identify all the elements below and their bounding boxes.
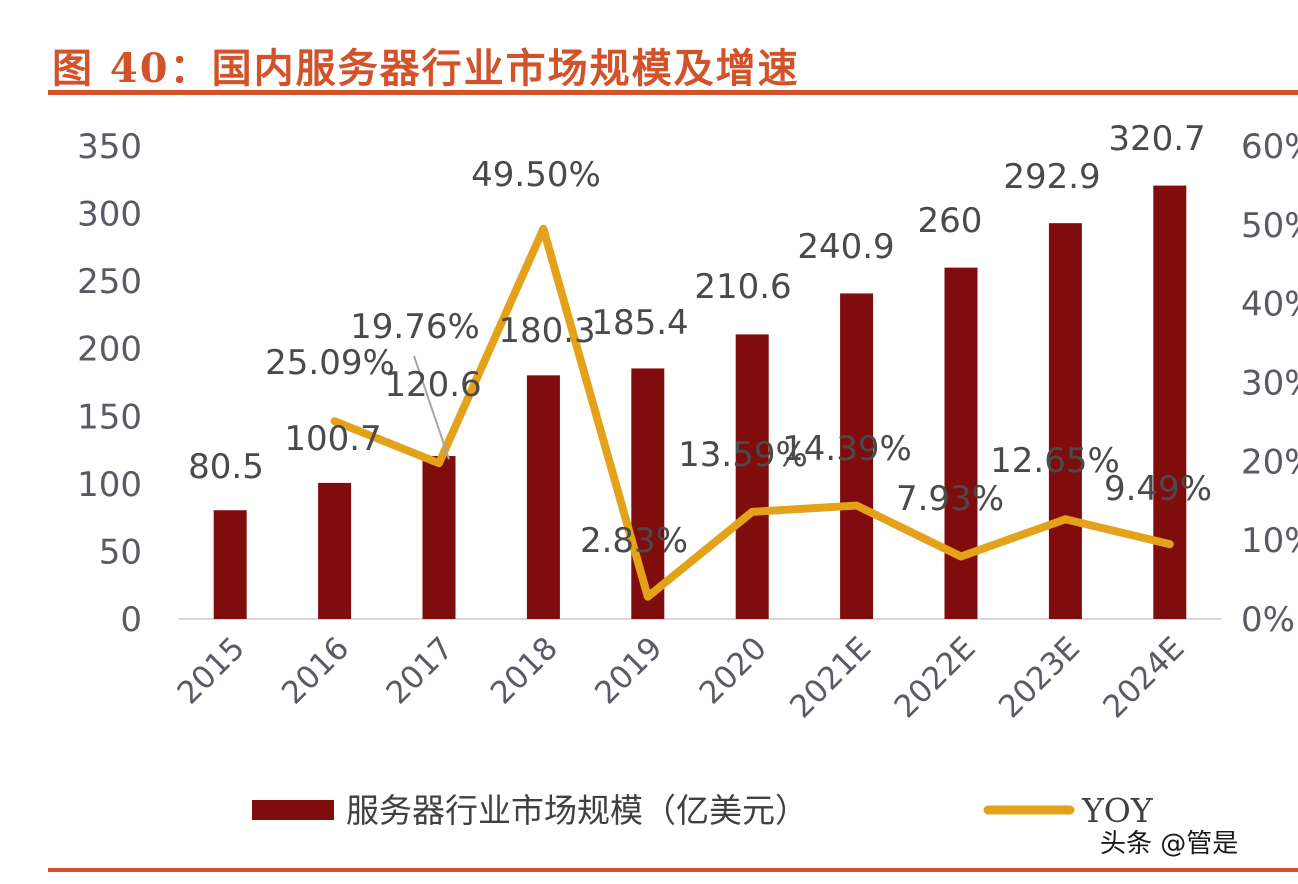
left-tick-label: 150 [77, 397, 142, 437]
bar-data-label: 292.9 [1003, 157, 1100, 197]
yoy-line [330, 224, 1174, 601]
bar-data-label: 100.7 [284, 419, 381, 459]
x-tick-label: 2018 [484, 630, 565, 711]
right-tick-label: 60% [1241, 127, 1298, 167]
bar-data-label: 210.6 [694, 267, 791, 307]
yoy-data-label: 7.93% [896, 479, 1004, 519]
right-tick-label: 40% [1241, 285, 1298, 325]
figure-title: 图 40：国内服务器行业市场规模及增速 [52, 45, 800, 92]
bar-data-label: 260 [918, 201, 983, 241]
bar-data-label: 120.6 [384, 365, 481, 405]
bar [1153, 185, 1187, 619]
bar [944, 267, 978, 619]
left-tick-label: 0 [120, 600, 142, 640]
yoy-data-label: 9.49% [1104, 469, 1212, 509]
bar [735, 334, 769, 619]
legend-label-bar: 服务器行业市场规模（亿美元） [346, 791, 808, 830]
legend-label-yoy: YOY [1081, 791, 1154, 830]
left-tick-label: 50 [99, 532, 142, 572]
x-tick-label: 2024E [1096, 630, 1191, 725]
right-tick-label: 50% [1241, 206, 1298, 246]
yoy-data-label: 13.59% [678, 435, 808, 475]
x-tick-label: 2023E [992, 630, 1087, 725]
yoy-data-labels: 25.09%19.76% 49.50% 2.83% 13.59%14.39% 7.93%… [265, 155, 1212, 561]
yoy-data-label: 2.83% [580, 521, 688, 561]
right-tick-label: 20% [1241, 442, 1298, 482]
bar [526, 375, 560, 619]
yoy-data-label: 25.09% [265, 343, 395, 383]
bar [840, 293, 874, 619]
left-tick-label: 350 [77, 127, 142, 167]
x-tick-label: 2021E [783, 630, 878, 725]
x-tick-label: 2015 [171, 630, 252, 711]
bar [422, 456, 456, 619]
title-underline [48, 90, 1298, 95]
x-tick-label: 2020 [693, 630, 774, 711]
bar-data-label: 240.9 [797, 227, 894, 267]
yoy-data-label: 14.39% [782, 429, 912, 469]
x-tick-label: 2017 [379, 630, 460, 711]
yoy-data-label: 19.76% [350, 307, 480, 347]
bar [213, 510, 247, 619]
bottom-rule [48, 868, 1298, 872]
yoy-label-leader [413, 355, 450, 460]
left-tick-label: 300 [77, 195, 142, 235]
right-axis-ticks: 0% 10% 20% 30% 40% 50% 60% [1241, 127, 1298, 640]
yoy-data-label: 12.65% [990, 441, 1120, 481]
figure-title-bar: 图 40：国内服务器行业市场规模及增速 [48, 30, 1298, 95]
left-tick-label: 250 [77, 262, 142, 302]
x-tick-label: 2016 [275, 630, 356, 711]
bar-data-label: 180.3 [498, 311, 595, 351]
bar [1048, 223, 1082, 619]
bar-data-label: 185.4 [591, 303, 688, 343]
bar-data-label: 80.5 [188, 447, 264, 487]
watermark: 头条 @管是 [1100, 829, 1238, 859]
yoy-data-label: 49.50% [471, 155, 601, 195]
left-axis-ticks: 0 50 100 150 200 250 300 350 [77, 127, 142, 640]
yoy-series [330, 224, 1174, 601]
bar-series [213, 185, 1187, 619]
x-tick-label: 2019 [588, 630, 669, 711]
x-axis-ticks: 2015 2016 2017 2018 2019 2020 2021E 2022E 2023E 2… [171, 630, 1192, 725]
x-tick-label: 2022E [888, 630, 983, 725]
bar-data-label: 320.7 [1108, 119, 1205, 159]
right-tick-label: 0% [1241, 600, 1295, 640]
legend-swatch-bar [252, 800, 334, 820]
legend: 服务器行业市场规模（亿美元） YOY [252, 791, 1154, 830]
right-tick-label: 10% [1241, 521, 1298, 561]
bar [318, 482, 352, 619]
right-tick-label: 30% [1241, 364, 1298, 404]
left-tick-label: 100 [77, 465, 142, 505]
left-tick-label: 200 [77, 330, 142, 370]
bar [631, 368, 665, 619]
